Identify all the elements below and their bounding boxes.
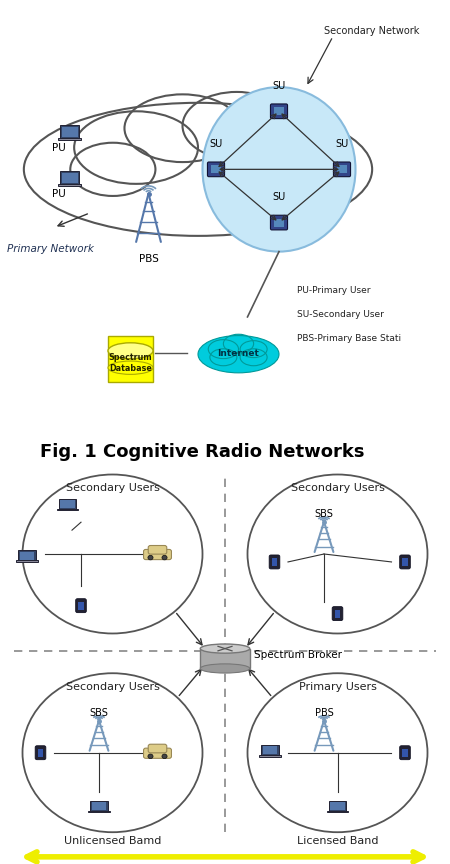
Ellipse shape [241,145,326,199]
Ellipse shape [198,335,279,373]
FancyBboxPatch shape [332,607,343,620]
Text: Fig. 1 Cognitive Radio Networks: Fig. 1 Cognitive Radio Networks [40,443,365,461]
Text: PBS: PBS [139,254,158,264]
Text: SBS: SBS [315,510,333,519]
Text: Secondary Users: Secondary Users [66,682,159,692]
FancyBboxPatch shape [402,558,408,566]
Text: Unlicensed Bamd: Unlicensed Bamd [64,836,161,846]
Ellipse shape [74,111,198,184]
FancyBboxPatch shape [78,601,84,610]
Ellipse shape [240,340,267,358]
FancyBboxPatch shape [333,162,351,176]
Ellipse shape [108,361,153,374]
FancyBboxPatch shape [144,748,171,759]
FancyBboxPatch shape [16,561,38,562]
FancyBboxPatch shape [90,801,108,811]
FancyBboxPatch shape [261,745,279,756]
Ellipse shape [108,343,153,359]
FancyBboxPatch shape [20,552,34,560]
Ellipse shape [70,143,155,196]
FancyBboxPatch shape [270,104,288,118]
FancyBboxPatch shape [57,509,78,511]
FancyBboxPatch shape [274,107,284,115]
FancyBboxPatch shape [337,165,347,174]
Circle shape [148,556,153,560]
FancyBboxPatch shape [269,555,280,569]
FancyBboxPatch shape [402,749,408,757]
Ellipse shape [125,94,241,162]
Circle shape [162,556,167,560]
FancyBboxPatch shape [400,555,410,569]
Text: Internet: Internet [217,349,260,358]
Text: Primary Users: Primary Users [298,682,377,692]
Text: SBS: SBS [90,708,108,718]
Ellipse shape [183,92,291,160]
Text: PBS: PBS [315,708,333,718]
Text: Primary Network: Primary Network [7,245,94,254]
FancyBboxPatch shape [144,550,171,560]
Ellipse shape [240,349,267,365]
FancyBboxPatch shape [62,127,77,137]
Ellipse shape [223,334,254,353]
FancyBboxPatch shape [400,746,410,759]
FancyBboxPatch shape [76,599,86,613]
Ellipse shape [210,349,237,365]
Text: Secondary Users: Secondary Users [66,483,159,493]
FancyBboxPatch shape [270,215,288,230]
FancyBboxPatch shape [327,811,348,812]
FancyBboxPatch shape [148,744,167,753]
FancyBboxPatch shape [88,811,110,812]
Circle shape [162,754,167,759]
FancyBboxPatch shape [200,649,250,669]
FancyBboxPatch shape [108,336,153,382]
Text: SU: SU [272,193,286,202]
FancyBboxPatch shape [38,749,43,757]
FancyBboxPatch shape [330,802,345,810]
Text: Spectrum Broker: Spectrum Broker [254,651,342,660]
Text: SU: SU [272,81,286,91]
Text: PBS-Primary Base Stati: PBS-Primary Base Stati [297,334,401,343]
FancyBboxPatch shape [60,171,79,185]
FancyBboxPatch shape [35,746,46,759]
Text: Secondary Users: Secondary Users [291,483,384,493]
Circle shape [202,87,356,251]
Text: PU: PU [52,188,65,199]
FancyBboxPatch shape [58,138,81,140]
FancyBboxPatch shape [60,125,79,139]
FancyBboxPatch shape [148,545,167,554]
FancyBboxPatch shape [58,499,76,509]
FancyBboxPatch shape [211,165,221,174]
Ellipse shape [208,340,239,359]
FancyBboxPatch shape [207,162,225,176]
FancyBboxPatch shape [328,801,346,811]
Text: Spectrum
Database: Spectrum Database [109,353,152,372]
Ellipse shape [24,103,372,236]
Text: SU: SU [335,139,349,149]
FancyBboxPatch shape [335,610,340,618]
Ellipse shape [229,114,322,172]
FancyBboxPatch shape [263,746,277,754]
FancyBboxPatch shape [18,550,36,561]
Ellipse shape [200,644,250,653]
Text: Licensed Band: Licensed Band [297,836,378,846]
Text: SU-Secondary User: SU-Secondary User [297,310,384,319]
Text: PU: PU [52,143,65,153]
FancyBboxPatch shape [272,558,277,566]
FancyBboxPatch shape [274,219,284,226]
FancyBboxPatch shape [60,500,75,508]
Circle shape [148,754,153,759]
FancyBboxPatch shape [58,184,81,187]
Text: SU: SU [209,139,223,149]
FancyBboxPatch shape [92,802,106,810]
Ellipse shape [200,664,250,673]
Text: Secondary Network: Secondary Network [324,27,419,36]
FancyBboxPatch shape [259,755,281,757]
Text: PU-Primary User: PU-Primary User [297,286,370,295]
FancyBboxPatch shape [62,173,77,183]
